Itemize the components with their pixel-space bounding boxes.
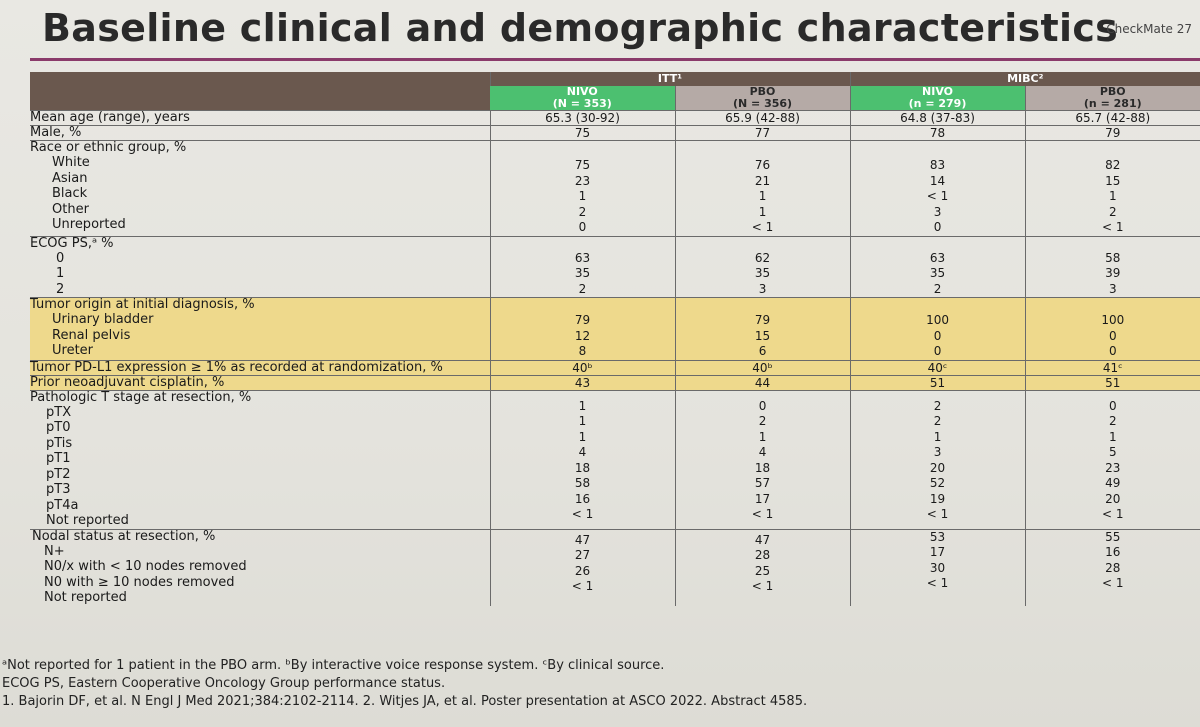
group-mibc: MIBC² <box>849 72 1200 86</box>
table-cell: 75 <box>489 125 675 141</box>
footnote-abbreviations-sup: ᵃNot reported for 1 patient in the PBO a… <box>2 658 665 673</box>
table-cell: 47 27 26 < 1 <box>489 528 675 606</box>
study-name: CheckMate 27 <box>1106 22 1192 36</box>
row-label-tstage: Pathologic T stage at resection, % pTX p… <box>30 389 490 529</box>
table-row: Tumor origin at initial diagnosis, % Uri… <box>30 297 1200 360</box>
table-cell: 40ᵇ <box>489 359 675 375</box>
table-row: Male, % 75 77 78 79 <box>30 125 1200 141</box>
col-head-itt-nivo: NIVO (N = 353) <box>490 86 675 111</box>
table-cell: 2 2 1 3 20 52 19 < 1 <box>849 389 1026 529</box>
table-cell: 100 0 0 <box>1024 297 1200 360</box>
table-cell: 47 28 25 < 1 <box>674 528 851 606</box>
col-head-itt-pbo: PBO (N = 356) <box>674 86 851 111</box>
table-cell: 65.9 (42-88) <box>674 110 851 126</box>
footnote-ecog: ECOG PS, Eastern Cooperative Oncology Gr… <box>2 676 446 691</box>
table-cell: 78 <box>849 125 1026 141</box>
row-label-origin: Tumor origin at initial diagnosis, % Uri… <box>30 297 490 360</box>
table-cell: 40ᵇ <box>674 359 851 375</box>
table-row: Mean age (range), years 65.3 (30-92) 65.… <box>30 110 1200 126</box>
table-cell: 41ᶜ <box>1024 359 1200 375</box>
table-cell: 51 <box>849 374 1026 390</box>
table-cell: 76 21 1 1 < 1 <box>674 140 851 236</box>
table-row: Nodal status at resection, % N+ N0/x wit… <box>30 528 1200 606</box>
table-cell: 64.8 (37-83) <box>849 110 1026 126</box>
baseline-table: ITT¹ MIBC² NIVO (N = 353) PBO (N = 356) NI… <box>30 72 1200 606</box>
table-cell: 79 15 6 <box>674 297 851 360</box>
row-label-pdl1: Tumor PD-L1 expression ≥ 1% as recorded … <box>30 359 490 375</box>
table-row: Race or ethnic group, % White Asian Blac… <box>30 140 1200 236</box>
table-cell: 65.3 (30-92) <box>489 110 675 126</box>
table-cell: 58 39 3 <box>1024 235 1200 298</box>
table-cell: 53 17 30 < 1 <box>849 528 1026 606</box>
row-label-race: Race or ethnic group, % White Asian Blac… <box>30 140 490 236</box>
table-cell: 77 <box>674 125 851 141</box>
footnote-references: 1. Bajorin DF, et al. N Engl J Med 2021;… <box>2 694 808 709</box>
col-head-mibc-nivo: NIVO (n = 279) <box>849 86 1026 111</box>
table-cell: 79 12 8 <box>489 297 675 360</box>
title-rule <box>30 58 1200 61</box>
table-cell: 75 23 1 2 0 <box>489 140 675 236</box>
table-cell: 63 35 2 <box>489 235 675 298</box>
table-cell: 43 <box>489 374 675 390</box>
table-row: Prior neoadjuvant cisplatin, % 43 44 51 … <box>30 374 1200 390</box>
table-cell: 0 2 1 4 18 57 17 < 1 <box>674 389 851 529</box>
col-head-mibc-pbo: PBO (n = 281) <box>1024 86 1200 111</box>
row-label-cisplatin: Prior neoadjuvant cisplatin, % <box>30 374 490 390</box>
table-cell: 63 35 2 <box>849 235 1026 298</box>
slide-title: Baseline clinical and demographic charac… <box>42 6 1119 50</box>
table-cell: 100 0 0 <box>849 297 1026 360</box>
table-cell: 62 35 3 <box>674 235 851 298</box>
table-row: Pathologic T stage at resection, % pTX p… <box>30 389 1200 529</box>
table-cell: 65.7 (42-88) <box>1024 110 1200 126</box>
group-header-row: ITT¹ MIBC² <box>30 72 1200 111</box>
table-cell: 0 2 1 5 23 49 20 < 1 <box>1024 389 1200 529</box>
table-cell: 44 <box>674 374 851 390</box>
column-header-row: NIVO (N = 353) PBO (N = 356) NIVO (n = 279)… <box>30 86 1200 111</box>
table-row: ECOG PS,ᵃ % 0 1 2 63 35 2 62 35 3 63 35 2 58 39… <box>30 235 1200 298</box>
table-row: Tumor PD-L1 expression ≥ 1% as recorded … <box>30 359 1200 375</box>
row-label-nodal: Nodal status at resection, % N+ N0/x wit… <box>30 528 490 606</box>
table-cell: 51 <box>1024 374 1200 390</box>
header-corner <box>30 72 490 111</box>
group-itt: ITT¹ <box>489 72 851 86</box>
table-cell: 40ᶜ <box>849 359 1026 375</box>
table-cell: 1 1 1 4 18 58 16 < 1 <box>489 389 675 529</box>
table-cell: 82 15 1 2 < 1 <box>1024 140 1200 236</box>
row-label-male: Male, % <box>30 125 490 141</box>
row-label-ecog: ECOG PS,ᵃ % 0 1 2 <box>30 235 490 298</box>
row-label-age: Mean age (range), years <box>30 110 490 126</box>
table-cell: 79 <box>1024 125 1200 141</box>
table-cell: 55 16 28 < 1 <box>1024 528 1200 606</box>
